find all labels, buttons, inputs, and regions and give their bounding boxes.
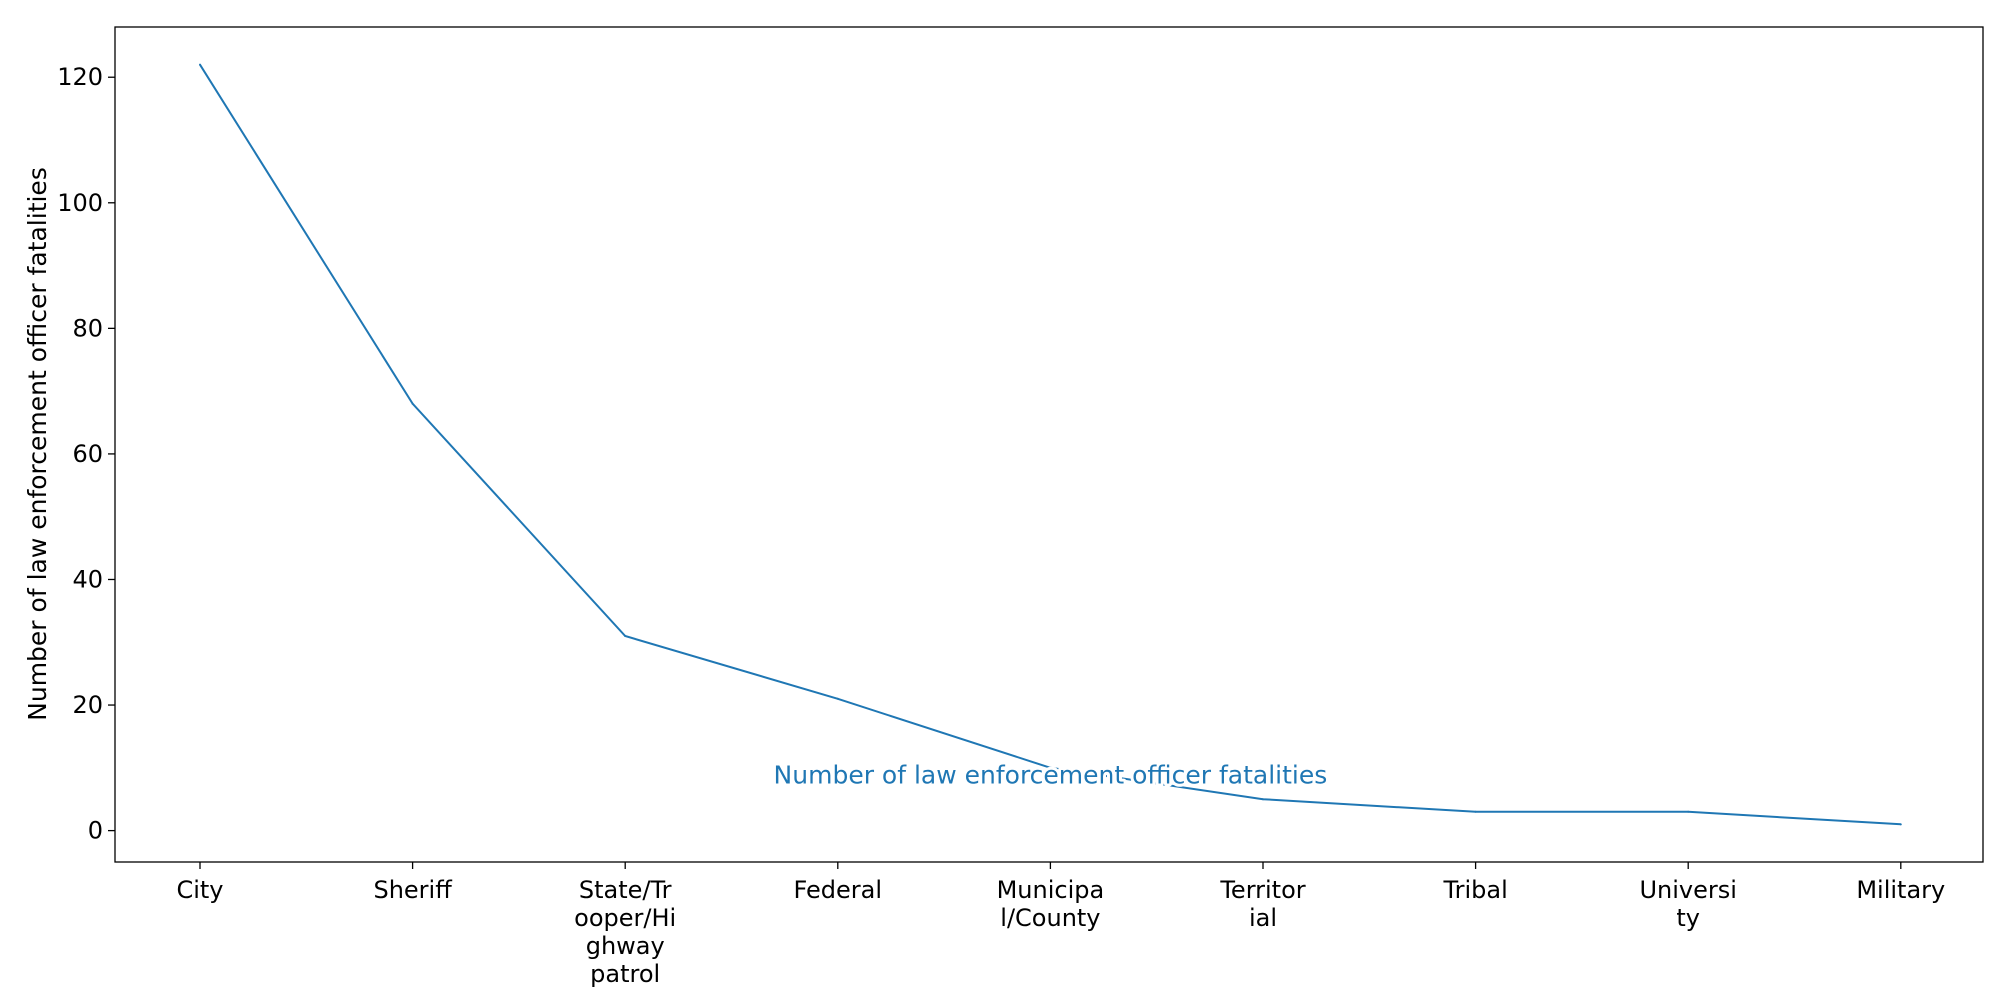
x-tick-label-line: City	[176, 876, 223, 904]
data-point	[411, 402, 414, 405]
series-layer	[199, 63, 1902, 826]
y-tick-label: 80	[72, 314, 103, 342]
y-tick-label: 120	[57, 63, 103, 91]
plot-background	[115, 27, 1983, 862]
data-point	[836, 697, 839, 700]
x-tick-label-line: ooper/Hi	[574, 904, 676, 932]
x-tick-label-line: patrol	[590, 960, 660, 988]
x-tick-label-line: l/County	[1000, 904, 1100, 932]
x-axis-ticks: City Sheriff State/Tr ooper/Hi ghway patrol Fe…	[176, 862, 1945, 988]
data-point	[199, 63, 201, 66]
x-tick-label-line: Universi	[1639, 876, 1736, 904]
data-point	[624, 634, 627, 637]
y-tick-label: 40	[72, 565, 103, 593]
x-tick-label: Territor ial	[1219, 876, 1305, 932]
data-point	[1899, 823, 1902, 826]
x-tick-label-line: Municipa	[997, 876, 1105, 904]
x-tick-label: Universi ty	[1639, 876, 1736, 932]
y-axis-label: Number of law enforcement officer fatali…	[23, 167, 52, 721]
x-tick-label-line: Tribal	[1442, 876, 1507, 904]
x-tick-label-line: State/Tr	[579, 876, 672, 904]
x-tick-label-line: ial	[1249, 904, 1277, 932]
x-tick-label-line: Military	[1856, 876, 1945, 904]
x-tick-label-line: Sheriff	[373, 876, 452, 904]
data-point	[1687, 810, 1690, 813]
series-label: Number of law enforcement officer fatali…	[774, 761, 1328, 790]
x-tick-label: Sheriff	[373, 876, 452, 904]
x-tick-label-line: Federal	[794, 876, 883, 904]
y-tick-label: 0	[88, 817, 103, 845]
series-label-layer: Number of law enforcement officer fatali…	[771, 758, 1331, 793]
x-tick-label: Military	[1856, 876, 1945, 904]
y-tick-label: 60	[72, 440, 103, 468]
plot-frame	[114, 26, 1984, 863]
data-point	[1474, 810, 1477, 813]
x-tick-label: Municipa l/County	[997, 876, 1105, 932]
x-tick-label-line: Territor	[1219, 876, 1305, 904]
y-tick-label: 100	[57, 189, 103, 217]
x-tick-label: City	[176, 876, 223, 904]
x-tick-label-line: ty	[1676, 904, 1700, 932]
x-tick-label: State/Tr ooper/Hi ghway patrol	[574, 876, 676, 988]
y-axis-ticks: 0 20 40 60 80 100 120	[57, 63, 115, 845]
x-tick-label-line: ghway	[586, 932, 665, 960]
x-tick-label: Federal	[794, 876, 883, 904]
y-tick-label: 20	[72, 691, 103, 719]
x-tick-label: Tribal	[1442, 876, 1507, 904]
data-point	[1049, 766, 1052, 769]
data-point	[1262, 798, 1264, 801]
